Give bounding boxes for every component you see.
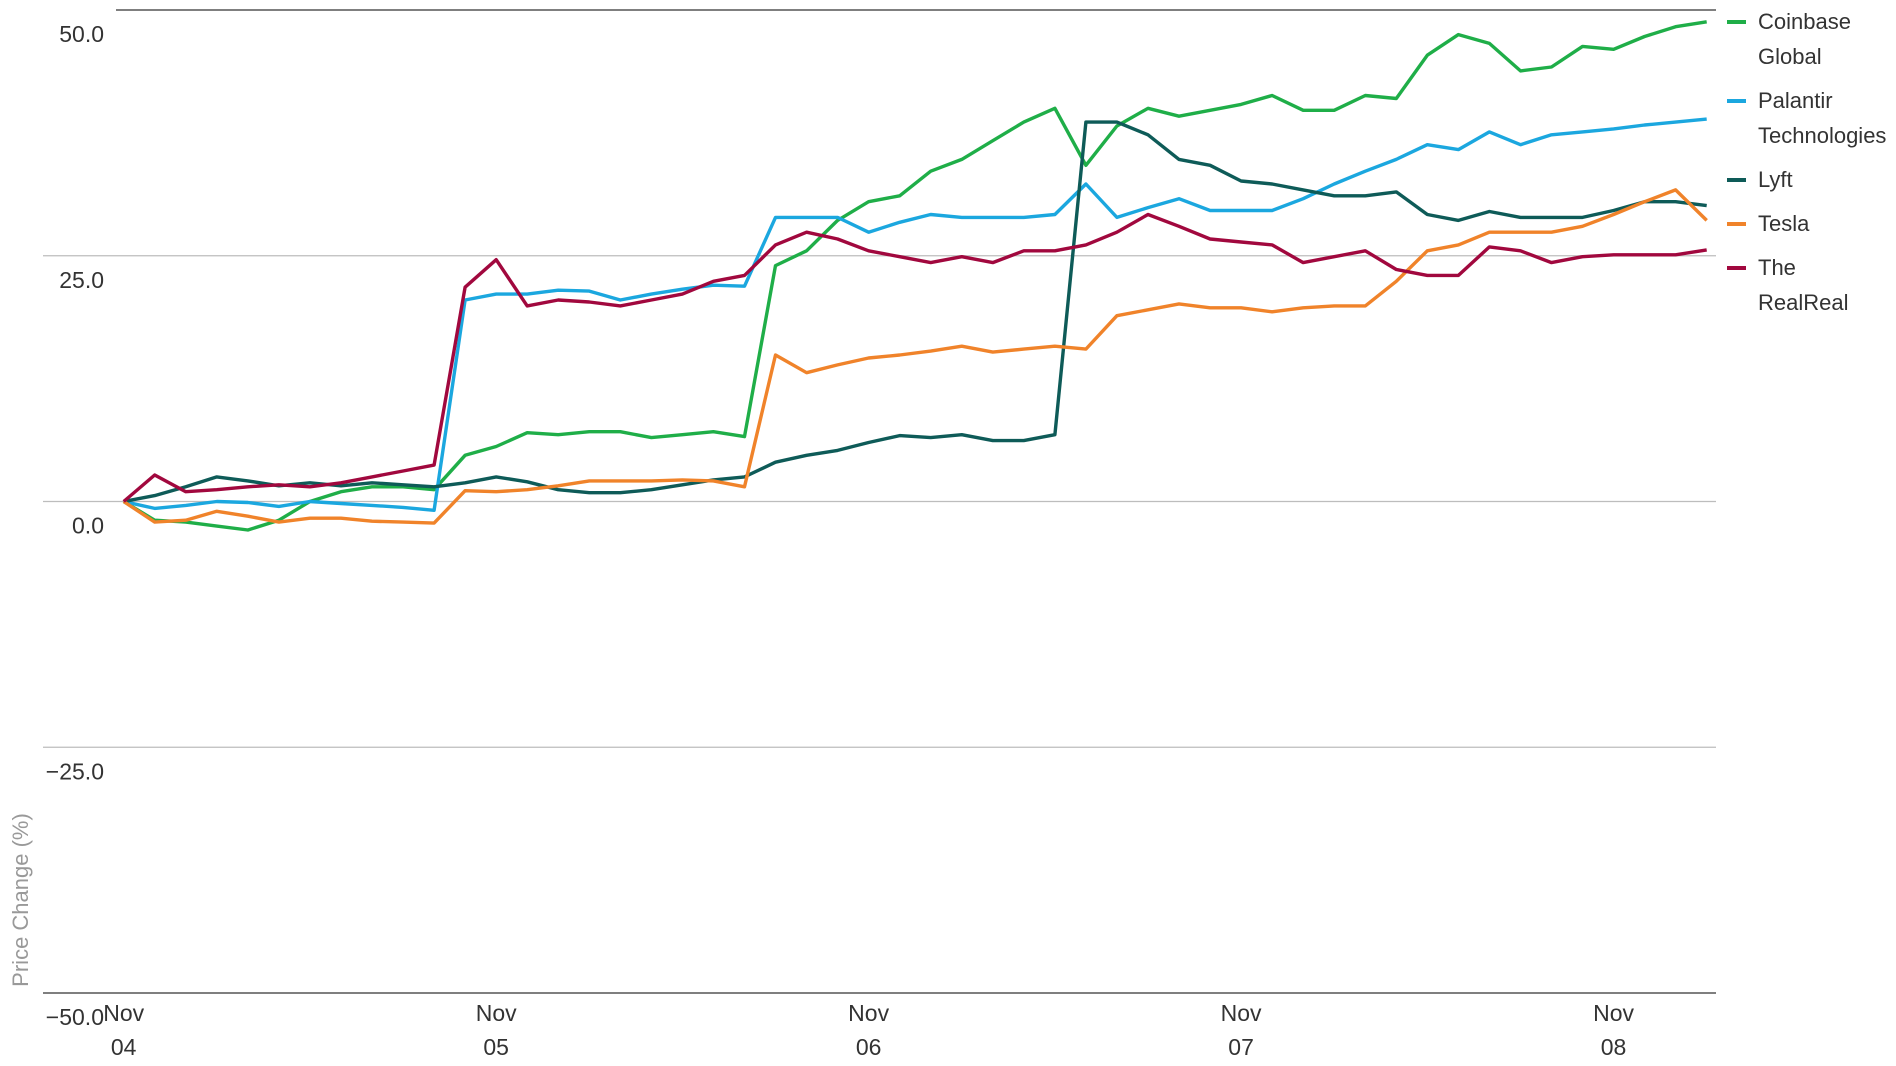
legend-label: The RealReal [1758, 255, 1849, 315]
x-tick-label: Nov 06 [848, 1000, 890, 1060]
series-line [122, 212, 1707, 503]
legend-item: Lyft [1727, 162, 1892, 197]
legend: Coinbase Global Palantir Technologies Lyft… [1727, 4, 1892, 329]
legend-label: Lyft [1758, 167, 1793, 192]
y-tick-label: 50.0 [59, 21, 104, 47]
y-tick-label: 25.0 [59, 267, 104, 293]
legend-item: Palantir Technologies [1727, 83, 1892, 153]
legend-label: Palantir Technologies [1758, 88, 1887, 148]
x-tick-label: Nov 04 [103, 1000, 145, 1060]
legend-label: Coinbase Global [1758, 9, 1851, 69]
series-line [122, 188, 1708, 525]
legend-item: Tesla [1727, 206, 1892, 241]
legend-item: Coinbase Global [1727, 4, 1892, 74]
series-line [123, 117, 1707, 512]
x-tick-label: Nov 05 [475, 1000, 517, 1060]
legend-swatch [1727, 178, 1746, 182]
y-tick-label: 0.0 [72, 513, 104, 539]
series-line [122, 20, 1707, 532]
y-tick-label: −25.0 [46, 758, 104, 784]
legend-item: The RealReal [1727, 250, 1892, 320]
y-tick-label: −50.0 [46, 1004, 104, 1030]
legend-label: Tesla [1758, 211, 1810, 236]
x-tick-label: Nov 07 [1220, 1000, 1262, 1060]
legend-swatch [1727, 222, 1746, 226]
legend-swatch [1727, 20, 1746, 24]
y-axis-title: Price Change (%) [8, 813, 33, 987]
legend-swatch [1727, 99, 1746, 103]
legend-swatch [1727, 266, 1746, 270]
series-line [123, 120, 1707, 504]
x-tick-label: Nov 08 [1593, 1000, 1635, 1060]
